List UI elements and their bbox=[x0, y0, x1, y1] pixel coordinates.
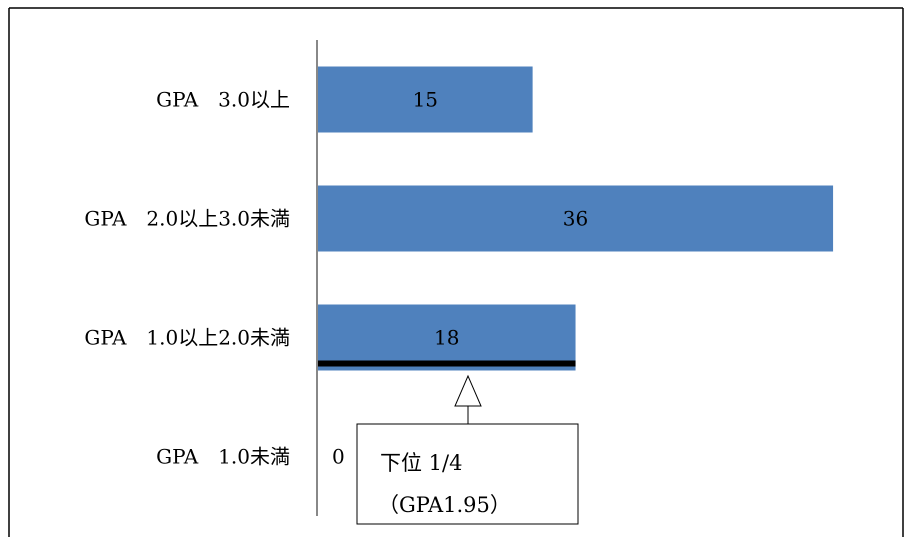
category-label: GPA 2.0以上3.0未満 bbox=[84, 207, 290, 231]
bars-layer bbox=[318, 66, 834, 371]
bar bbox=[318, 185, 834, 252]
quartile-marker-line bbox=[318, 360, 576, 367]
data-label: 15 bbox=[413, 88, 438, 112]
annotation-box bbox=[356, 423, 579, 525]
category-label: GPA 3.0以上 bbox=[156, 88, 290, 112]
annotation-arrow-icon bbox=[454, 374, 482, 407]
annotation-callout: 下位 1/4 （GPA1.95） bbox=[356, 374, 579, 525]
bar bbox=[318, 304, 576, 371]
annotation-line1: 下位 1/4 bbox=[380, 451, 462, 475]
annotation-line2: （GPA1.95） bbox=[378, 493, 511, 517]
labels-layer: GPA 3.0以上 15 GPA 2.0以上3.0未満 36 GPA 1.0以上2.0未… bbox=[84, 88, 588, 469]
category-label: GPA 1.0未満 bbox=[156, 445, 290, 469]
category-label: GPA 1.0以上2.0未満 bbox=[84, 326, 290, 350]
data-label: 0 bbox=[332, 445, 345, 469]
data-label: 36 bbox=[563, 207, 588, 231]
bar bbox=[318, 66, 533, 133]
data-label: 18 bbox=[434, 326, 459, 350]
